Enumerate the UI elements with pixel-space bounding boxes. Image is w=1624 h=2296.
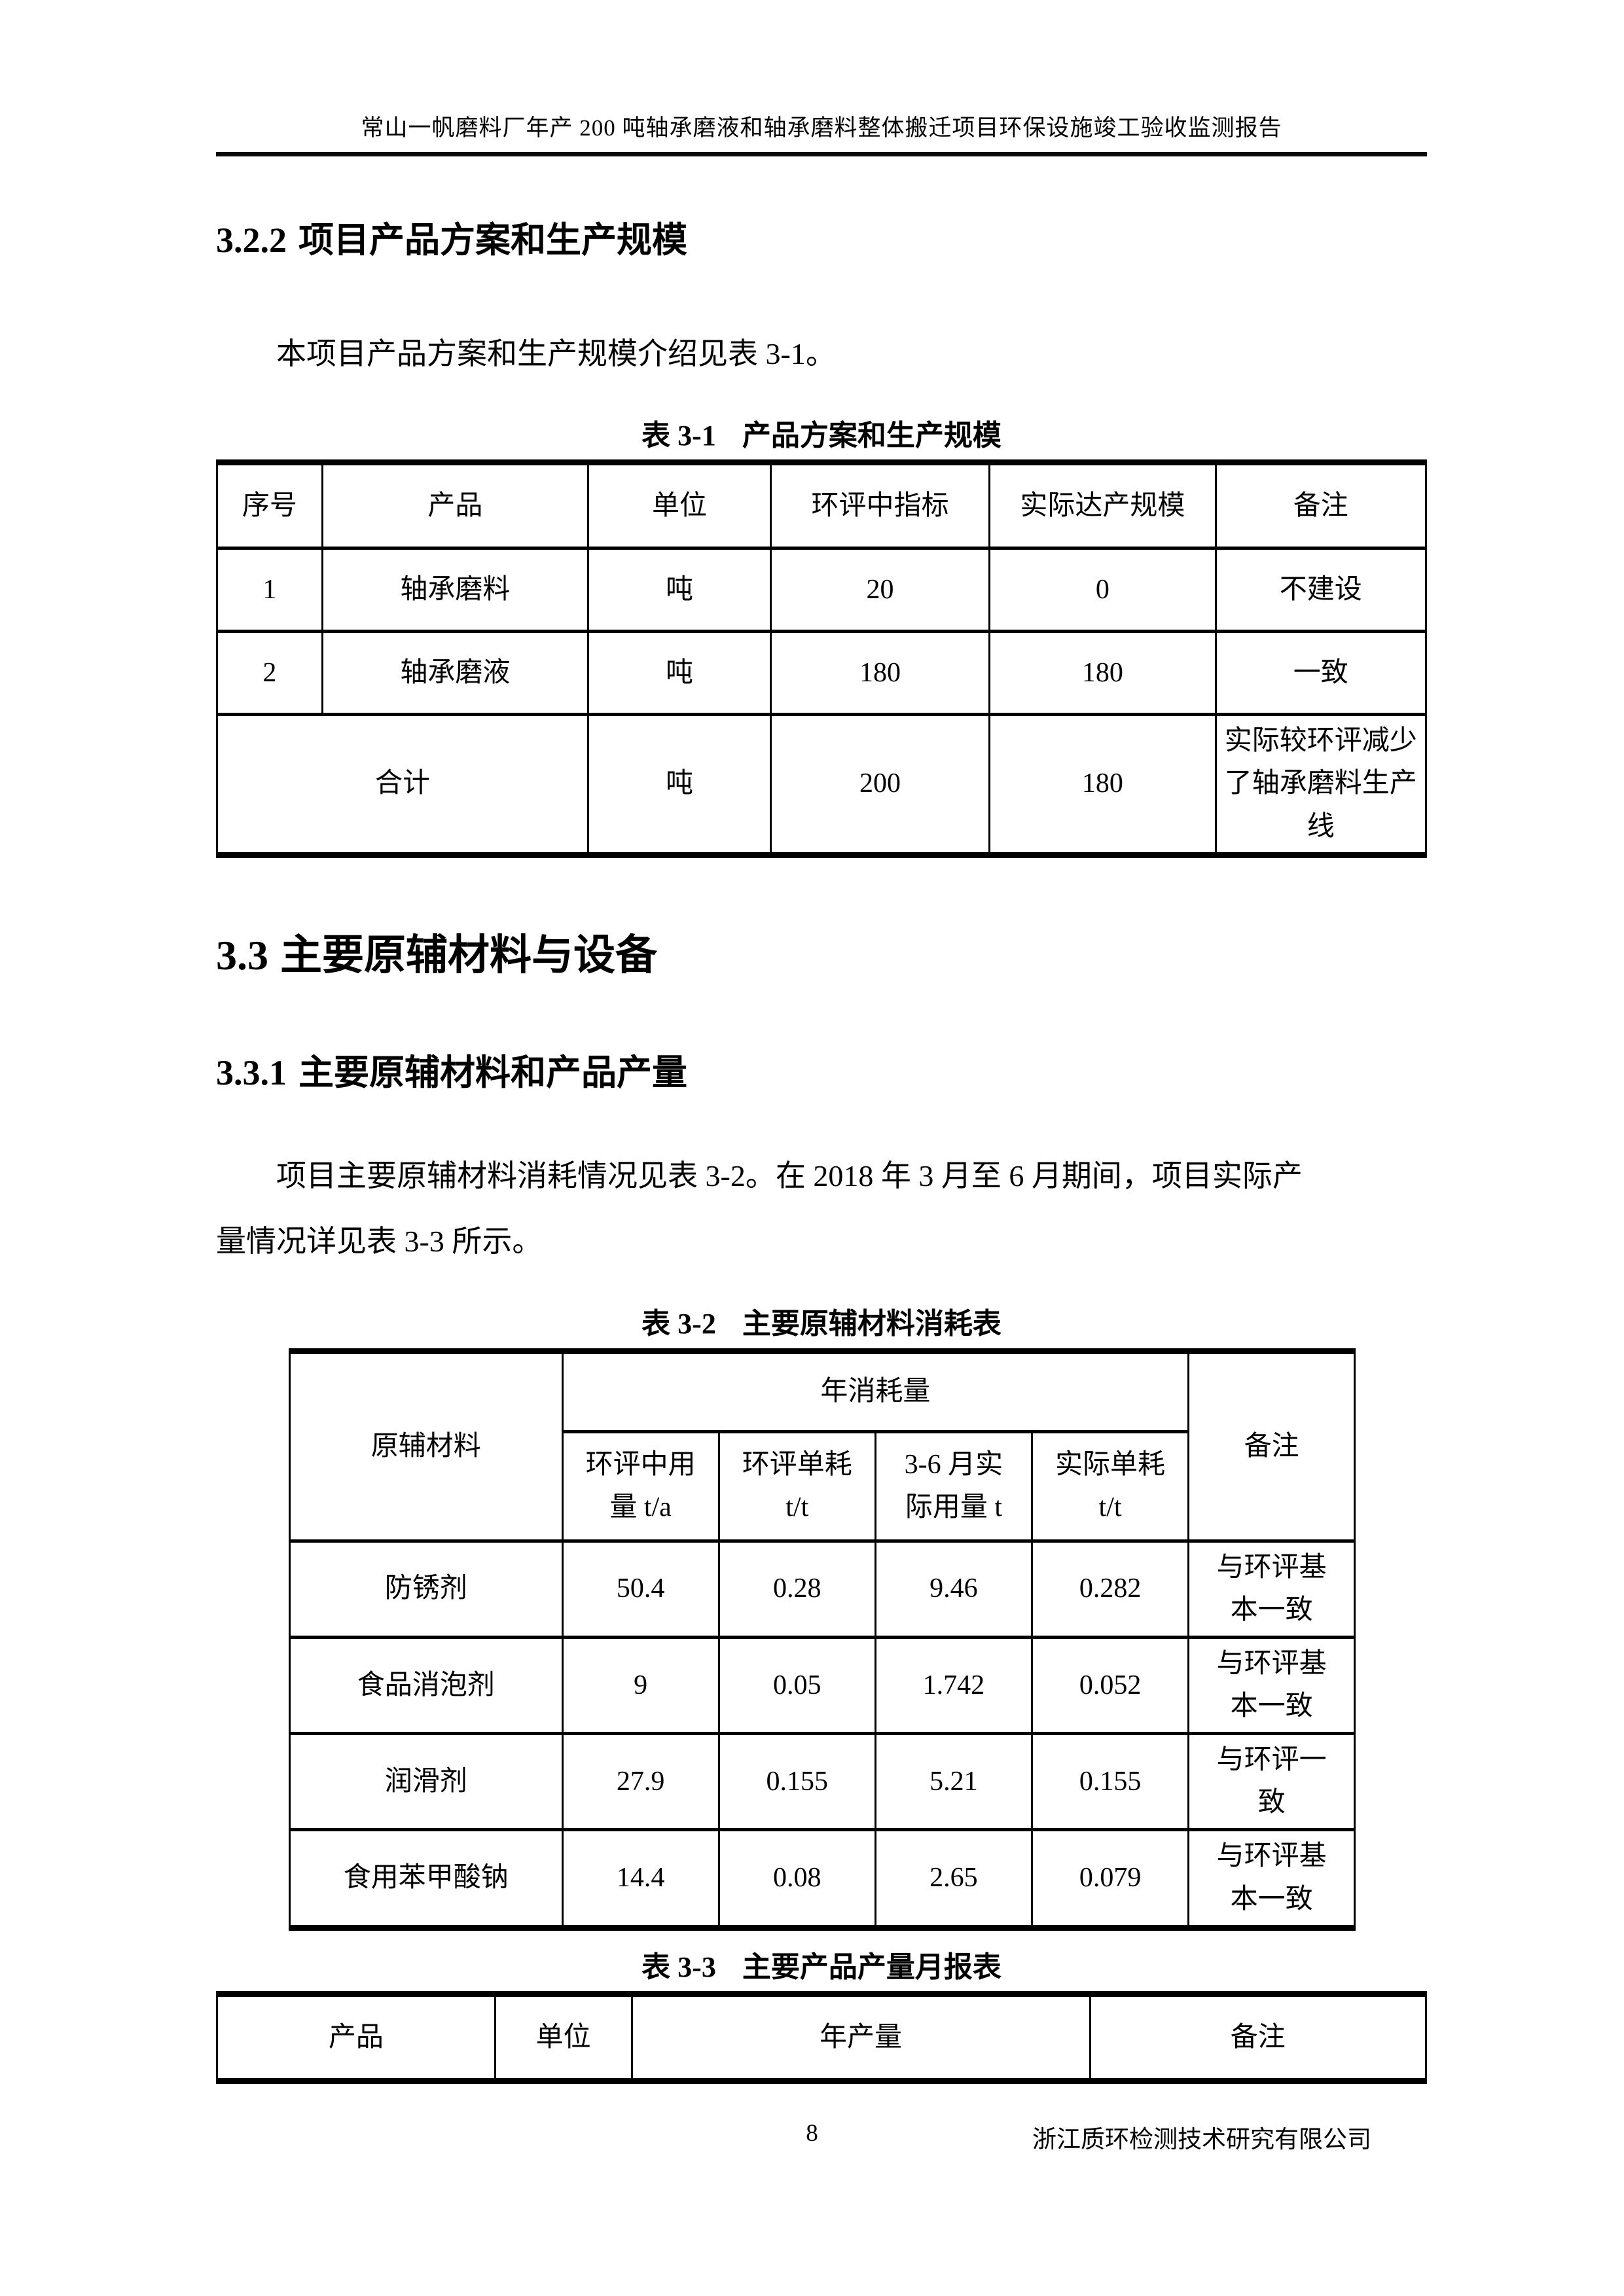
table-cell: 0.155 [717,1732,876,1832]
paragraph-331: 项目主要原辅材料消耗情况见表 3-2。在 2018 年 3 月至 6 月期间，项… [216,1159,1303,1259]
section-title: 主要原辅材料和产品产量 [298,1052,687,1092]
table-cell: 180 [988,713,1217,858]
table-header-row: 序号 产品 单位 环评中指标 实际达产规模 备注 [216,459,1428,550]
table-cell: 食品消泡剂 [289,1636,564,1736]
column-subheader: 环评中用 量 t/a [561,1430,720,1543]
table-cell: 180 [769,630,991,717]
column-header: 单位 [587,459,772,550]
table-cell: 1.742 [874,1636,1033,1736]
table-cell: 27.9 [561,1732,720,1832]
column-subheader: 实际单耗 t/t [1030,1430,1190,1543]
table-row: 食用苯甲酸钠 14.4 0.08 2.65 0.079 与环评基 本一致 [289,1828,1356,1931]
table-cell: 0.079 [1030,1828,1190,1931]
table-cell: 0.05 [717,1636,876,1736]
table-cell: 一致 [1214,630,1428,717]
table-row: 润滑剂 27.9 0.155 5.21 0.155 与环评一 致 [289,1732,1356,1832]
table-cell: 不建设 [1214,547,1428,634]
table-cell: 0.08 [717,1828,876,1931]
page-number: 8 [806,2120,818,2147]
table32-caption: 表 3-2 主要原辅材料消耗表 [216,1307,1427,1342]
table-subheader-row: 环评中用 量 t/a 环评单耗 t/t 3-6 月实 际用量 t 实际单耗 t/… [290,1430,1355,1543]
table-cell: 5.21 [874,1732,1033,1832]
table-material-consumption: 原辅材料 年消耗量 备注 环评中用 量 t/a 环评单耗 t/t 3-6 月实 … [289,1348,1356,1931]
paragraph-322: 本项目产品方案和生产规模介绍见表 3-1。 [276,336,836,370]
table-cell: 200 [769,713,991,858]
table-cell-note: 实际较环评减少 了轴承磨料生产 线 [1214,713,1428,858]
table-cell: 0.28 [717,1539,876,1640]
column-header: 年产量 [630,1991,1091,2085]
footer-company: 浙江质环检测技术研究有限公司 [1032,2126,1371,2153]
column-header: 单位 [494,1991,633,2085]
section-number: 3.3 [216,931,268,978]
column-header: 备注 [1214,459,1428,550]
table32-caption-label: 表 3-2 [641,1308,716,1340]
column-header: 序号 [216,459,323,550]
column-header: 产品 [216,1991,496,2085]
page-footer: 8 浙江质环检测技术研究有限公司 [0,2119,1624,2159]
table-cell: 0 [988,547,1217,634]
column-header-material: 原辅材料 [289,1348,564,1543]
table-cell: 1 [216,547,323,634]
table-cell-note: 与环评基 本一致 [1187,1828,1356,1931]
table-cell: 轴承磨液 [321,630,590,717]
table-cell-note: 与环评基 本一致 [1187,1539,1356,1640]
table-cell-note: 与环评一 致 [1187,1732,1356,1832]
table-cell: 吨 [587,630,772,717]
table33-caption: 表 3-3 主要产品产量月报表 [216,1950,1427,1985]
column-subheader: 环评单耗 t/t [717,1430,876,1543]
section-title: 项目产品方案和生产规模 [298,221,687,260]
section-heading-33: 3.3 主要原辅材料与设备 [216,933,1427,977]
table-cell: 0.052 [1030,1636,1190,1736]
table-cell: 防锈剂 [289,1539,564,1640]
table33-caption-title: 主要产品产量月报表 [742,1950,1001,1983]
table31-caption-title: 产品方案和生产规模 [742,419,1001,452]
section-heading-331: 3.3.1 主要原辅材料和产品产量 [216,1054,1427,1092]
page-content: 常山一帆磨料厂年产 200 吨轴承磨液和轴承磨料整体搬迁项目环保设施竣工验收监测… [215,0,1428,2085]
table-cell: 2.65 [874,1828,1033,1931]
section-title: 主要原辅材料与设备 [280,931,657,978]
table-cell: 0.282 [1030,1539,1190,1640]
column-header: 产品 [321,459,590,550]
table32-caption-title: 主要原辅材料消耗表 [742,1308,1001,1340]
column-header: 备注 [1089,1991,1428,2085]
table33-caption-label: 表 3-3 [641,1950,716,1983]
table-cell: 润滑剂 [289,1732,564,1832]
table-cell: 吨 [587,547,772,634]
table31-caption-label: 表 3-1 [641,419,716,452]
table-cell: 0.155 [1030,1732,1190,1832]
column-subheader: 3-6 月实 际用量 t [874,1430,1033,1543]
table-cell: 2 [216,630,323,717]
table-header-row: 产品 单位 年产量 备注 [216,1991,1428,2085]
table-row: 2 轴承磨液 吨 180 180 一致 [216,630,1428,717]
column-header-note: 备注 [1187,1348,1356,1543]
table-cell: 14.4 [561,1828,720,1931]
table-cell-total-label: 合计 [215,713,590,858]
table-cell: 180 [988,630,1217,717]
table-cell: 轴承磨料 [321,547,590,634]
table-total-row: 合计 吨 200 180 实际较环评减少 了轴承磨料生产 线 [215,713,1428,858]
running-header: 常山一帆磨料厂年产 200 吨轴承磨液和轴承磨料整体搬迁项目环保设施竣工验收监测… [216,0,1427,157]
table-cell: 吨 [587,713,772,858]
column-header: 环评中指标 [769,459,991,550]
table-cell: 20 [769,547,991,634]
table-row: 1 轴承磨料 吨 20 0 不建设 [216,547,1428,634]
table-cell: 50.4 [561,1539,720,1640]
column-header-annual: 年消耗量 [561,1348,1190,1433]
table-cell: 9 [561,1636,720,1736]
section-heading-322: 3.2.2 项目产品方案和生产规模 [216,222,1427,259]
column-header: 实际达产规模 [988,459,1217,550]
running-header-text: 常山一帆磨料厂年产 200 吨轴承磨液和轴承磨料整体搬迁项目环保设施竣工验收监测… [361,115,1282,141]
table-row: 防锈剂 50.4 0.28 9.46 0.282 与环评基 本一致 [289,1539,1356,1640]
table-monthly-output: 产品 单位 年产量 备注 [216,1991,1428,2085]
table-cell-note: 与环评基 本一致 [1187,1636,1356,1736]
table-header-row: 原辅材料 年消耗量 备注 [289,1348,1356,1543]
section-number: 3.2.2 [216,221,287,260]
table-cell: 9.46 [874,1539,1033,1640]
table-cell: 食用苯甲酸钠 [289,1828,564,1931]
table-row: 食品消泡剂 9 0.05 1.742 0.052 与环评基 本一致 [289,1636,1356,1736]
table-product-scheme: 序号 产品 单位 环评中指标 实际达产规模 备注 1 轴承磨料 吨 20 0 不… [215,459,1428,858]
section-number: 3.3.1 [216,1052,287,1092]
table31-caption: 表 3-1 产品方案和生产规模 [216,419,1427,454]
